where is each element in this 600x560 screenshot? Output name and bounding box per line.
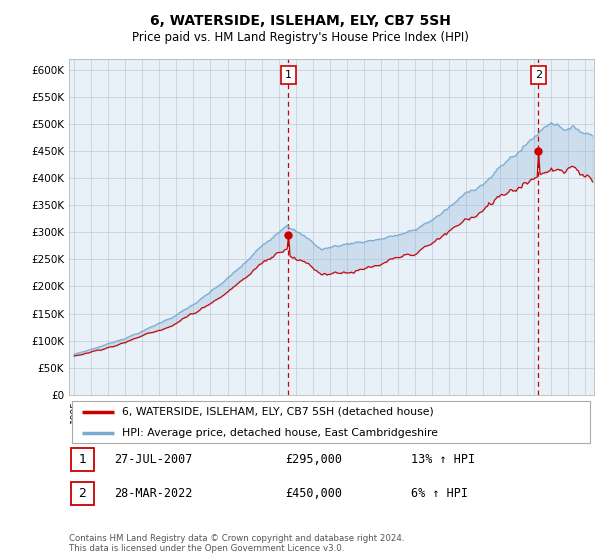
Text: 27-JUL-2007: 27-JUL-2007	[114, 453, 193, 466]
FancyBboxPatch shape	[71, 401, 590, 444]
FancyBboxPatch shape	[71, 482, 94, 505]
Text: £295,000: £295,000	[285, 453, 342, 466]
Text: 13% ↑ HPI: 13% ↑ HPI	[411, 453, 475, 466]
Text: 1: 1	[79, 453, 86, 466]
Text: 2: 2	[79, 487, 86, 500]
FancyBboxPatch shape	[71, 449, 94, 471]
Text: 6, WATERSIDE, ISLEHAM, ELY, CB7 5SH (detached house): 6, WATERSIDE, ISLEHAM, ELY, CB7 5SH (det…	[121, 407, 433, 417]
Text: Price paid vs. HM Land Registry's House Price Index (HPI): Price paid vs. HM Land Registry's House …	[131, 31, 469, 44]
Text: Contains HM Land Registry data © Crown copyright and database right 2024.
This d: Contains HM Land Registry data © Crown c…	[69, 534, 404, 553]
Text: £450,000: £450,000	[285, 487, 342, 500]
Text: 1: 1	[285, 70, 292, 80]
Text: 2: 2	[535, 70, 542, 80]
Text: 6, WATERSIDE, ISLEHAM, ELY, CB7 5SH: 6, WATERSIDE, ISLEHAM, ELY, CB7 5SH	[149, 14, 451, 28]
Text: 6% ↑ HPI: 6% ↑ HPI	[411, 487, 468, 500]
Text: 28-MAR-2022: 28-MAR-2022	[114, 487, 193, 500]
Text: HPI: Average price, detached house, East Cambridgeshire: HPI: Average price, detached house, East…	[121, 428, 437, 438]
